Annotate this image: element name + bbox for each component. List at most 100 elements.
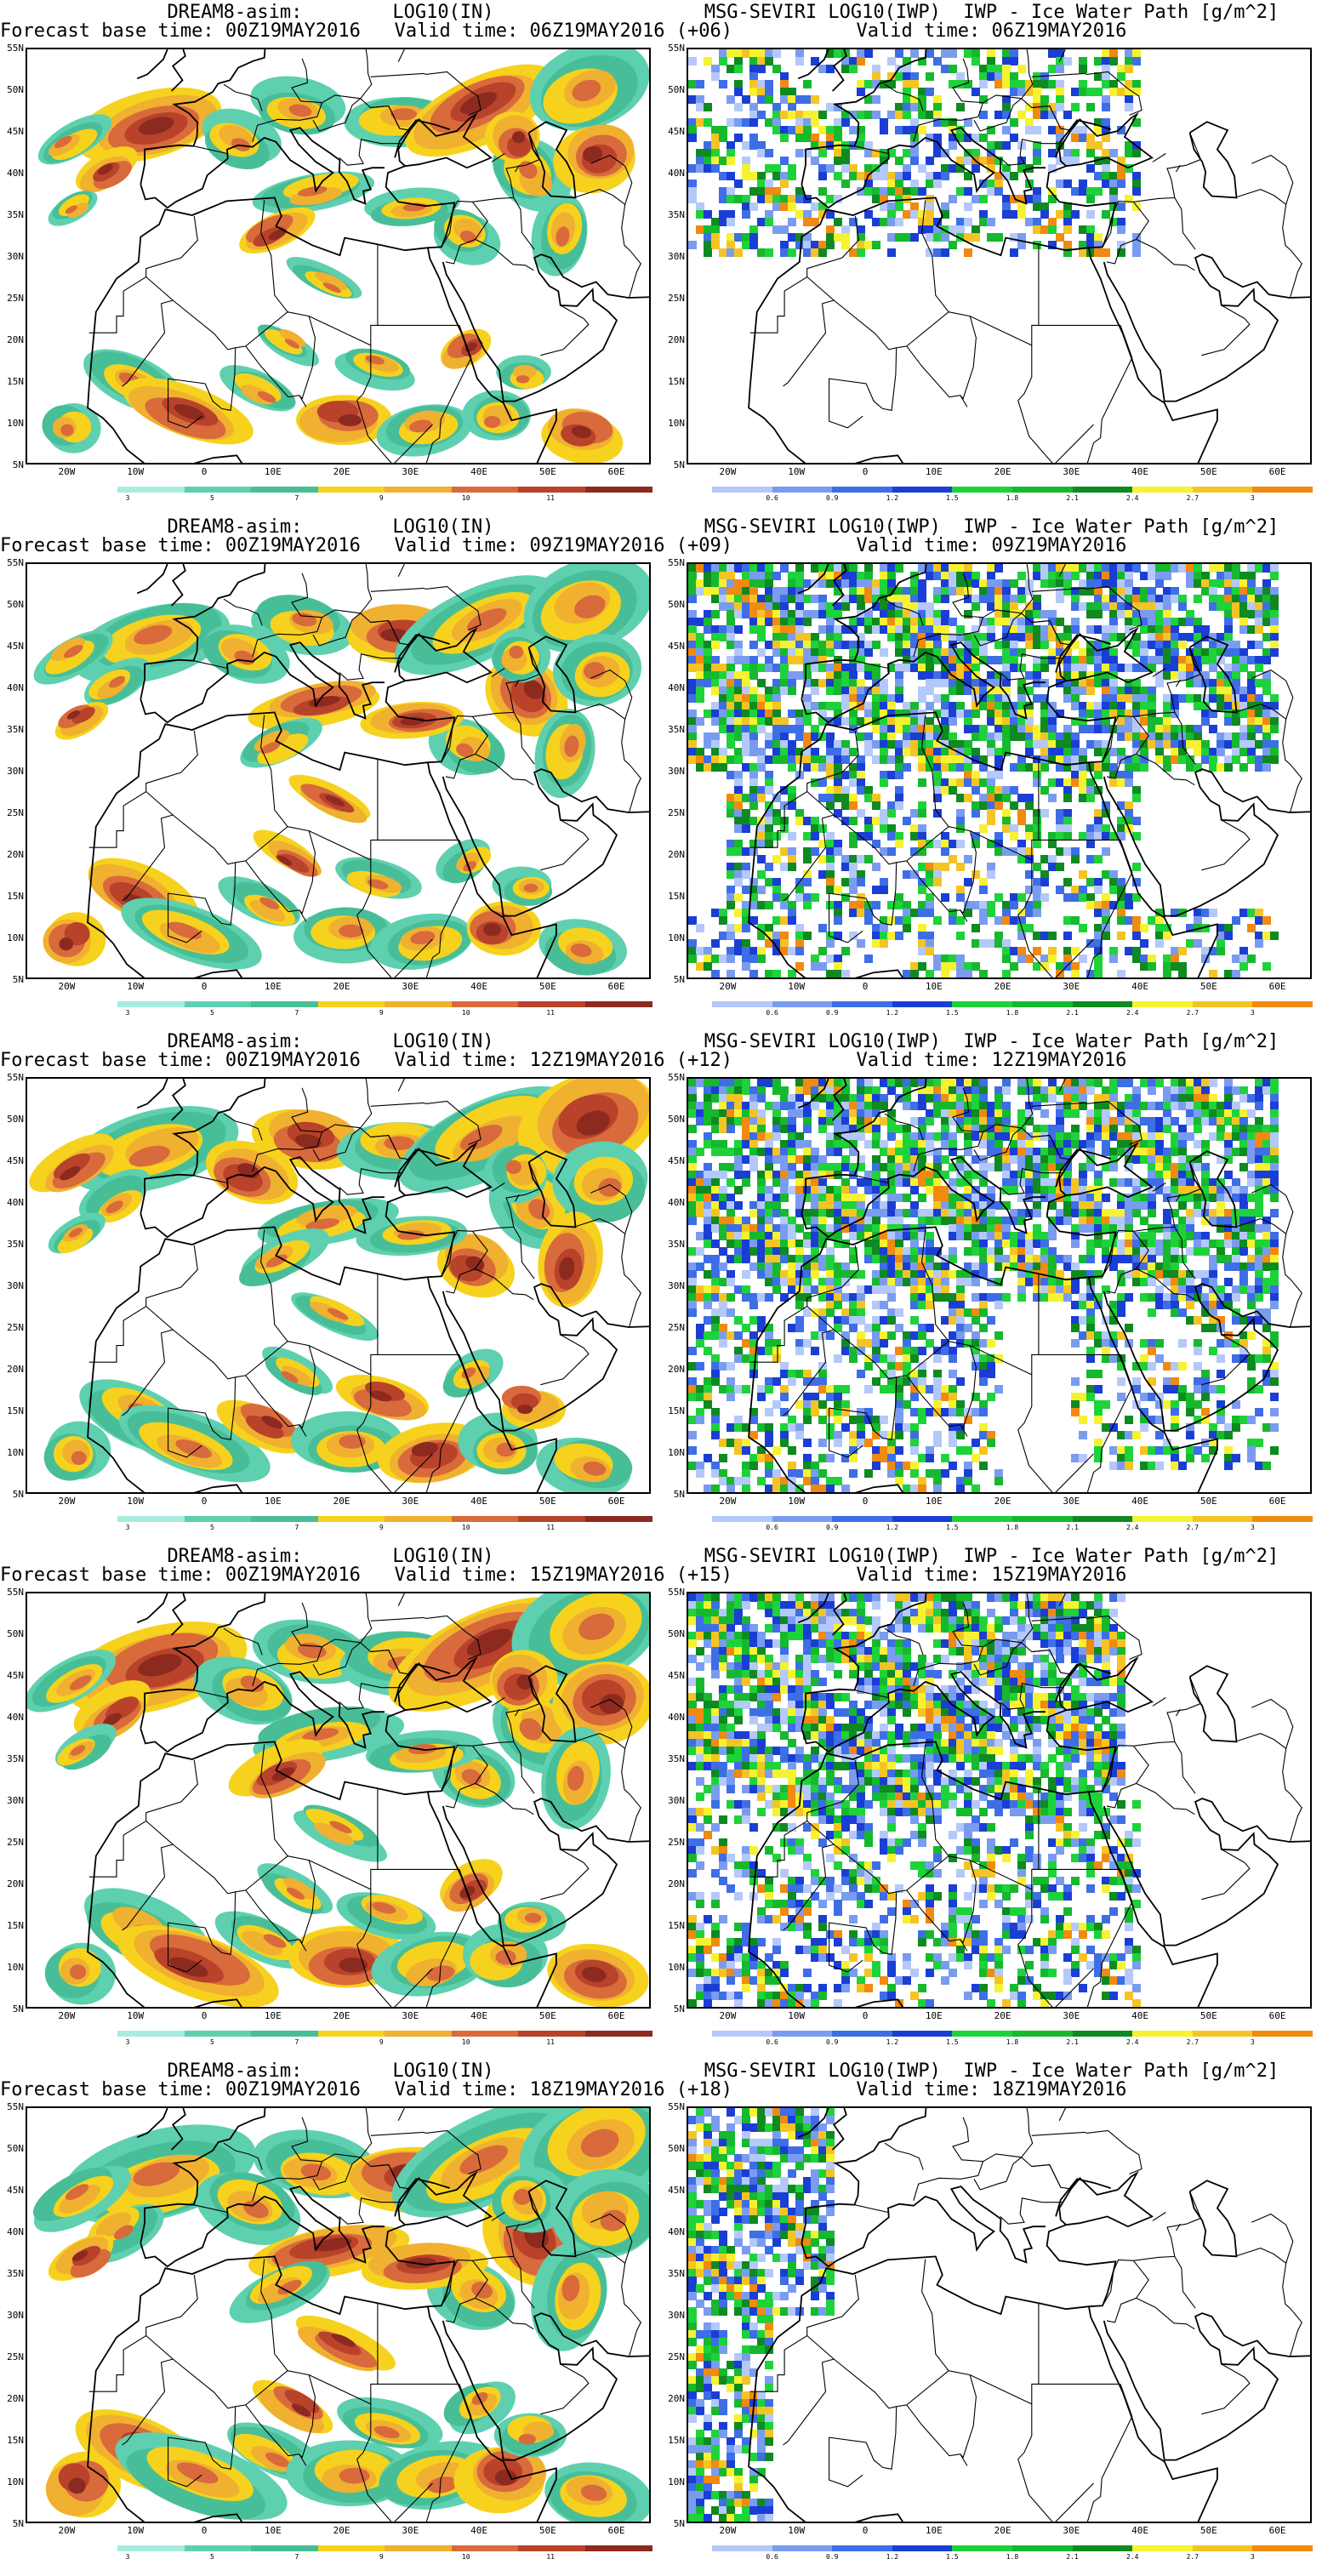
satellite-title: MSG-SEVIRI LOG10(IWP) IWP - Ice Water Pa… <box>704 516 1279 538</box>
colorbar-tick-label: 1.2 <box>886 494 899 502</box>
x-tick-label: 10W <box>788 2525 806 2536</box>
x-tick-label: 0 <box>201 2525 208 2536</box>
coastline <box>749 626 1154 902</box>
x-axis-labels: 20W 10W 0 10E 20E 30E 40E 50E 60E <box>26 2525 651 2537</box>
y-tick-label: 20N <box>7 1878 24 1889</box>
x-tick-label: 60E <box>1268 2525 1286 2536</box>
coastline <box>1103 1798 1310 1946</box>
x-tick-label: 50E <box>1199 1496 1217 1507</box>
country-border <box>1174 712 1196 765</box>
country-border <box>952 1602 983 1648</box>
colorbar-tick-label: 11 <box>546 2038 555 2046</box>
colorbar-tick-label: 9 <box>379 1009 384 1017</box>
coastline <box>831 1079 847 1121</box>
country-border <box>1058 564 1066 577</box>
coastline <box>1088 1792 1218 2007</box>
colorbar-tick-label: 5 <box>210 2553 214 2561</box>
y-tick-label: 5N <box>673 2518 685 2529</box>
map-frame <box>687 1077 1312 1494</box>
country-border <box>1086 2384 1133 2522</box>
y-tick-label: 35N <box>668 1239 685 1250</box>
colorbar-swatch <box>1132 2031 1194 2037</box>
coastline <box>87 1416 243 1492</box>
map-boundaries <box>87 1593 649 2007</box>
country-border <box>1221 1849 1245 1863</box>
x-tick-label: 10E <box>925 981 943 992</box>
colorbar-tick-label: 2.7 <box>1186 2553 1199 2561</box>
x-tick-label: 40E <box>470 2010 487 2021</box>
y-tick-label: 15N <box>7 376 24 387</box>
country-border <box>590 1183 641 1328</box>
coastline <box>87 386 243 463</box>
country-border <box>1237 1218 1287 1234</box>
country-border <box>1031 620 1062 644</box>
map-boundaries <box>748 2108 1310 2522</box>
colorbar-tick-label: 9 <box>379 2038 384 2046</box>
country-border <box>1106 2260 1149 2323</box>
country-border <box>1086 1354 1133 1492</box>
country-border <box>441 1194 526 1277</box>
country-border <box>1031 72 1087 77</box>
country-border <box>287 244 379 346</box>
model-subtitle: Forecast base time: 00Z19MAY2016 Valid t… <box>0 1564 732 1586</box>
coastline <box>831 1593 847 1636</box>
country-border <box>312 1149 337 1161</box>
country-border <box>370 2164 401 2188</box>
coastline <box>801 641 1046 724</box>
model-title: DREAM8-asim: LOG10(IN) <box>167 516 494 538</box>
country-border <box>1106 201 1149 265</box>
country-border <box>1000 670 1025 681</box>
y-tick-label: 35N <box>7 724 24 735</box>
colorbar-tick-label: 0.6 <box>766 2038 778 2046</box>
colorbar-swatch <box>584 1516 652 1522</box>
coastline <box>749 1141 1154 1416</box>
country-border <box>833 1744 949 1895</box>
coastline <box>88 111 493 387</box>
coastline <box>749 111 1154 387</box>
colorbar-tick-label: 1.8 <box>1006 1009 1019 1017</box>
x-tick-label: 30E <box>402 1496 419 1507</box>
model-subtitle: Forecast base time: 00Z19MAY2016 Valid t… <box>0 1050 732 1071</box>
country-border <box>145 1245 198 1307</box>
country-border <box>829 1891 897 1973</box>
colorbar-swatch <box>1012 1516 1074 1522</box>
x-tick-label: 10E <box>264 466 282 477</box>
x-tick-label: 50E <box>1199 2525 1217 2536</box>
coastline <box>748 1930 904 2007</box>
x-tick-label: 50E <box>538 981 556 992</box>
country-border <box>884 2142 924 2170</box>
colorbar-tick-label: 5 <box>210 494 214 502</box>
country-border <box>358 2197 402 2214</box>
x-tick-label: 40E <box>1131 2010 1148 2021</box>
colorbar-swatch <box>892 1001 953 1007</box>
country-border <box>576 1733 626 1749</box>
coastline <box>1103 768 1310 917</box>
country-border <box>1086 1869 1133 2007</box>
colorbar-tick-label: 2.4 <box>1125 2038 1139 2046</box>
country-border <box>223 2142 263 2170</box>
y-tick-label: 55N <box>7 1587 24 1598</box>
colorbar-tick-label: 0.9 <box>825 1009 839 1017</box>
colorbar-tick-label: 3 <box>125 494 130 502</box>
colorbar-swatch <box>1012 1001 1074 1007</box>
country-border <box>1176 1708 1181 1717</box>
country-border <box>360 1593 373 1644</box>
colorbar-swatch <box>584 2545 652 2551</box>
colorbar-swatch <box>712 487 773 493</box>
coastline <box>140 49 266 185</box>
country-border <box>168 862 236 943</box>
y-tick-label: 25N <box>7 807 24 818</box>
x-tick-label: 0 <box>862 1496 869 1507</box>
x-axis-labels: 20W 10W 0 10E 20E 30E 40E 50E 60E <box>687 981 1312 993</box>
country-border <box>425 1100 482 1145</box>
colorbar-swatch <box>712 1516 773 1522</box>
coastline <box>394 1663 450 1702</box>
map-frame <box>26 1592 651 2009</box>
country-border <box>475 2297 534 2330</box>
colorbar-swatch <box>772 1001 833 1007</box>
y-tick-label: 20N <box>7 2393 24 2404</box>
country-border <box>1201 833 1251 871</box>
country-border <box>339 2214 364 2225</box>
country-border <box>445 2260 488 2323</box>
map-boundaries <box>748 564 1310 977</box>
